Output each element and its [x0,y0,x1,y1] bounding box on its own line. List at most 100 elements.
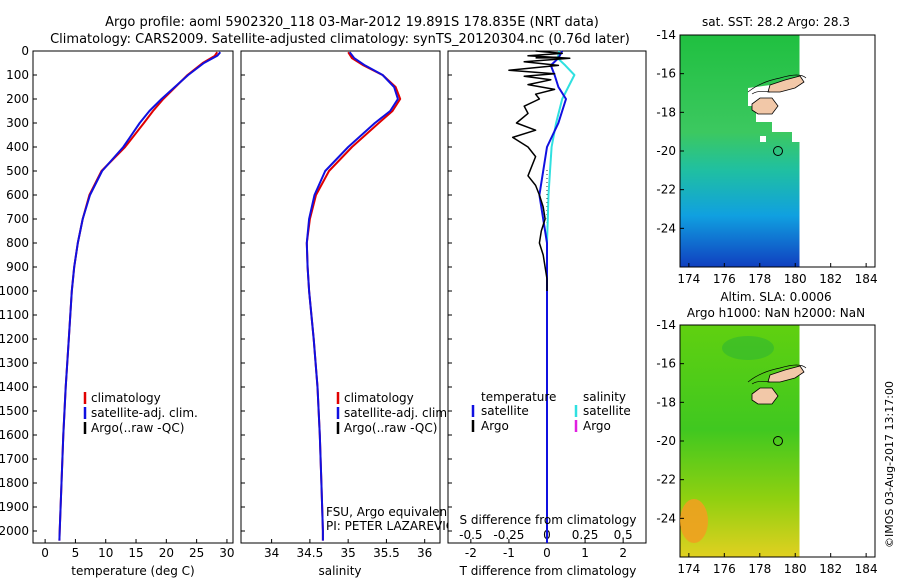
temperature-difference-satellite-line [538,50,567,543]
island-viti-levu [751,387,779,405]
depth-tick-label: 500 [6,164,29,178]
temperature-difference-argo-line [508,50,571,291]
depth-tick-label: 800 [6,236,29,250]
salinity-satellite-line [305,51,399,541]
legend-label-argo-temperature: Argo [481,419,509,433]
x-tick-label: 5 [72,546,80,560]
sst-field [680,35,800,267]
legend-label-climatology: climatology [91,391,161,405]
annotation-line-2: PI: PETER LAZAREVICH [326,519,463,533]
sla-map-title-line-2: Argo h1000: NaN h2000: NaN [687,306,865,320]
lat-tick-label: -24 [656,221,676,235]
x-tick-label: 10 [98,546,113,560]
legend-label-argo: Argo(..raw -QC) [91,421,184,435]
temperature-axis-label: temperature (deg C) [71,564,194,578]
x-tick-label: 35 [341,546,356,560]
lon-tick-label: 180 [784,562,807,576]
lon-tick-label: 184 [855,562,878,576]
reef-contour [747,364,807,385]
legend-label-argo: Argo(..raw -QC) [344,421,437,435]
depth-tick-label: 2000 [0,524,29,538]
salinity-diff-tick-label: 0.25 [572,528,599,542]
x-tick-label: 15 [128,546,143,560]
depth-tick-label: 100 [6,68,29,82]
depth-tick-label: 400 [6,140,29,154]
depth-tick-label: 1500 [0,404,29,418]
depth-tick-label: 1600 [0,428,29,442]
sla-high-anomaly [680,499,708,543]
lon-tick-label: 174 [677,562,700,576]
lon-tick-label: 176 [713,562,736,576]
salinity-legend: climatology satellite-adj. clim. Argo(..… [336,391,451,435]
lon-tick-label: 174 [677,272,700,286]
argo-position-marker [773,146,783,156]
depth-tick-label: 1300 [0,356,29,370]
legend-header-salinity: salinity [583,390,626,404]
lon-tick-label: 176 [713,272,736,286]
depth-tick-label: 0 [21,44,29,58]
sst-missing-pixel [760,136,766,142]
x-tick-label: 0 [41,546,49,560]
annotation-line-1: FSU, Argo equivalent [326,505,452,519]
legend-label-argo-salinity: Argo [583,419,611,433]
reef-contour [747,74,807,95]
salinity-panel: 34 34.5 35 35.5 36 salinity climatology sate… [240,50,463,578]
x-tick-label: 2 [619,546,627,560]
legend-label-satellite-temperature: satellite [481,404,529,418]
x-tick-label: 20 [159,546,174,560]
lat-tick-label: -18 [656,395,676,409]
x-tick-label: -1 [503,546,515,560]
lat-tick-label: -14 [656,318,676,332]
x-tick-label: -2 [465,546,477,560]
sla-map-title-line-1: Altim. SLA: 0.0006 [720,290,831,304]
depth-tick-label: 300 [6,116,29,130]
difference-panel: -2 -1 0 1 2-0.5 -0.25 0 0.25 0.5 S difference fr… [447,50,647,578]
legend-label-satellite-salinity: satellite [583,404,631,418]
sla-map-panel: Altim. SLA: 0.0006 Argo h1000: NaN h2000… [656,290,877,576]
x-tick-label: 36 [417,546,432,560]
salinity-diff-tick-label: -0.25 [493,528,524,542]
depth-tick-label: 900 [6,260,29,274]
depth-tick-label: 700 [6,212,29,226]
x-tick-label: 0 [543,546,551,560]
x-tick-label: 1 [581,546,589,560]
lon-tick-label: 182 [819,562,842,576]
temperature-panel: 0100200300400500600700800900100011001200… [0,44,235,578]
sla-low-anomaly [722,336,774,360]
difference-top-axis-label: S difference from climatology [460,513,637,527]
depth-tick-label: 200 [6,92,29,106]
depth-tick-label: 1700 [0,452,29,466]
lat-tick-label: -20 [656,434,676,448]
depth-tick-label: 1200 [0,332,29,346]
lon-tick-label: 180 [784,272,807,286]
legend-label-satellite: satellite-adj. clim. [344,406,451,420]
sst-missing-data [748,80,802,142]
title-line-2: Climatology: CARS2009. Satellite-adjuste… [50,32,630,47]
difference-bottom-axis-label: T difference from climatology [459,564,637,578]
difference-legend: temperature salinity satellite Argo sate… [471,390,631,433]
legend-header-temperature: temperature [481,390,556,404]
sst-map-panel: sat. SST: 28.2 Argo: 28.3 174 176 178 180 18… [656,15,877,286]
salinity-diff-tick-label: 0.5 [614,528,633,542]
x-tick-label: 25 [189,546,204,560]
lat-tick-label: -22 [656,473,676,487]
depth-tick-label: 600 [6,188,29,202]
x-tick-label: 30 [219,546,234,560]
x-tick-label: 35.5 [373,546,400,560]
lon-tick-label: 178 [748,272,771,286]
salinity-diff-tick-label: -0.5 [459,528,482,542]
sst-map-title: sat. SST: 28.2 Argo: 28.3 [702,15,850,29]
salinity-plot-frame [240,50,441,544]
lat-tick-label: -16 [656,357,676,371]
copyright-credit: ©IMOS 03-Aug-2017 13:17:00 [883,381,896,548]
lat-tick-label: -24 [656,511,676,525]
legend-label-satellite: satellite-adj. clim. [91,406,198,420]
depth-tick-label: 1400 [0,380,29,394]
depth-tick-label: 1100 [0,308,29,322]
legend-label-climatology: climatology [344,391,414,405]
temperature-legend: climatology satellite-adj. clim. Argo(..… [83,391,198,435]
lat-tick-label: -18 [656,105,676,119]
argo-position-marker [773,436,783,446]
depth-tick-label: 1900 [0,500,29,514]
depth-tick-label: 1800 [0,476,29,490]
